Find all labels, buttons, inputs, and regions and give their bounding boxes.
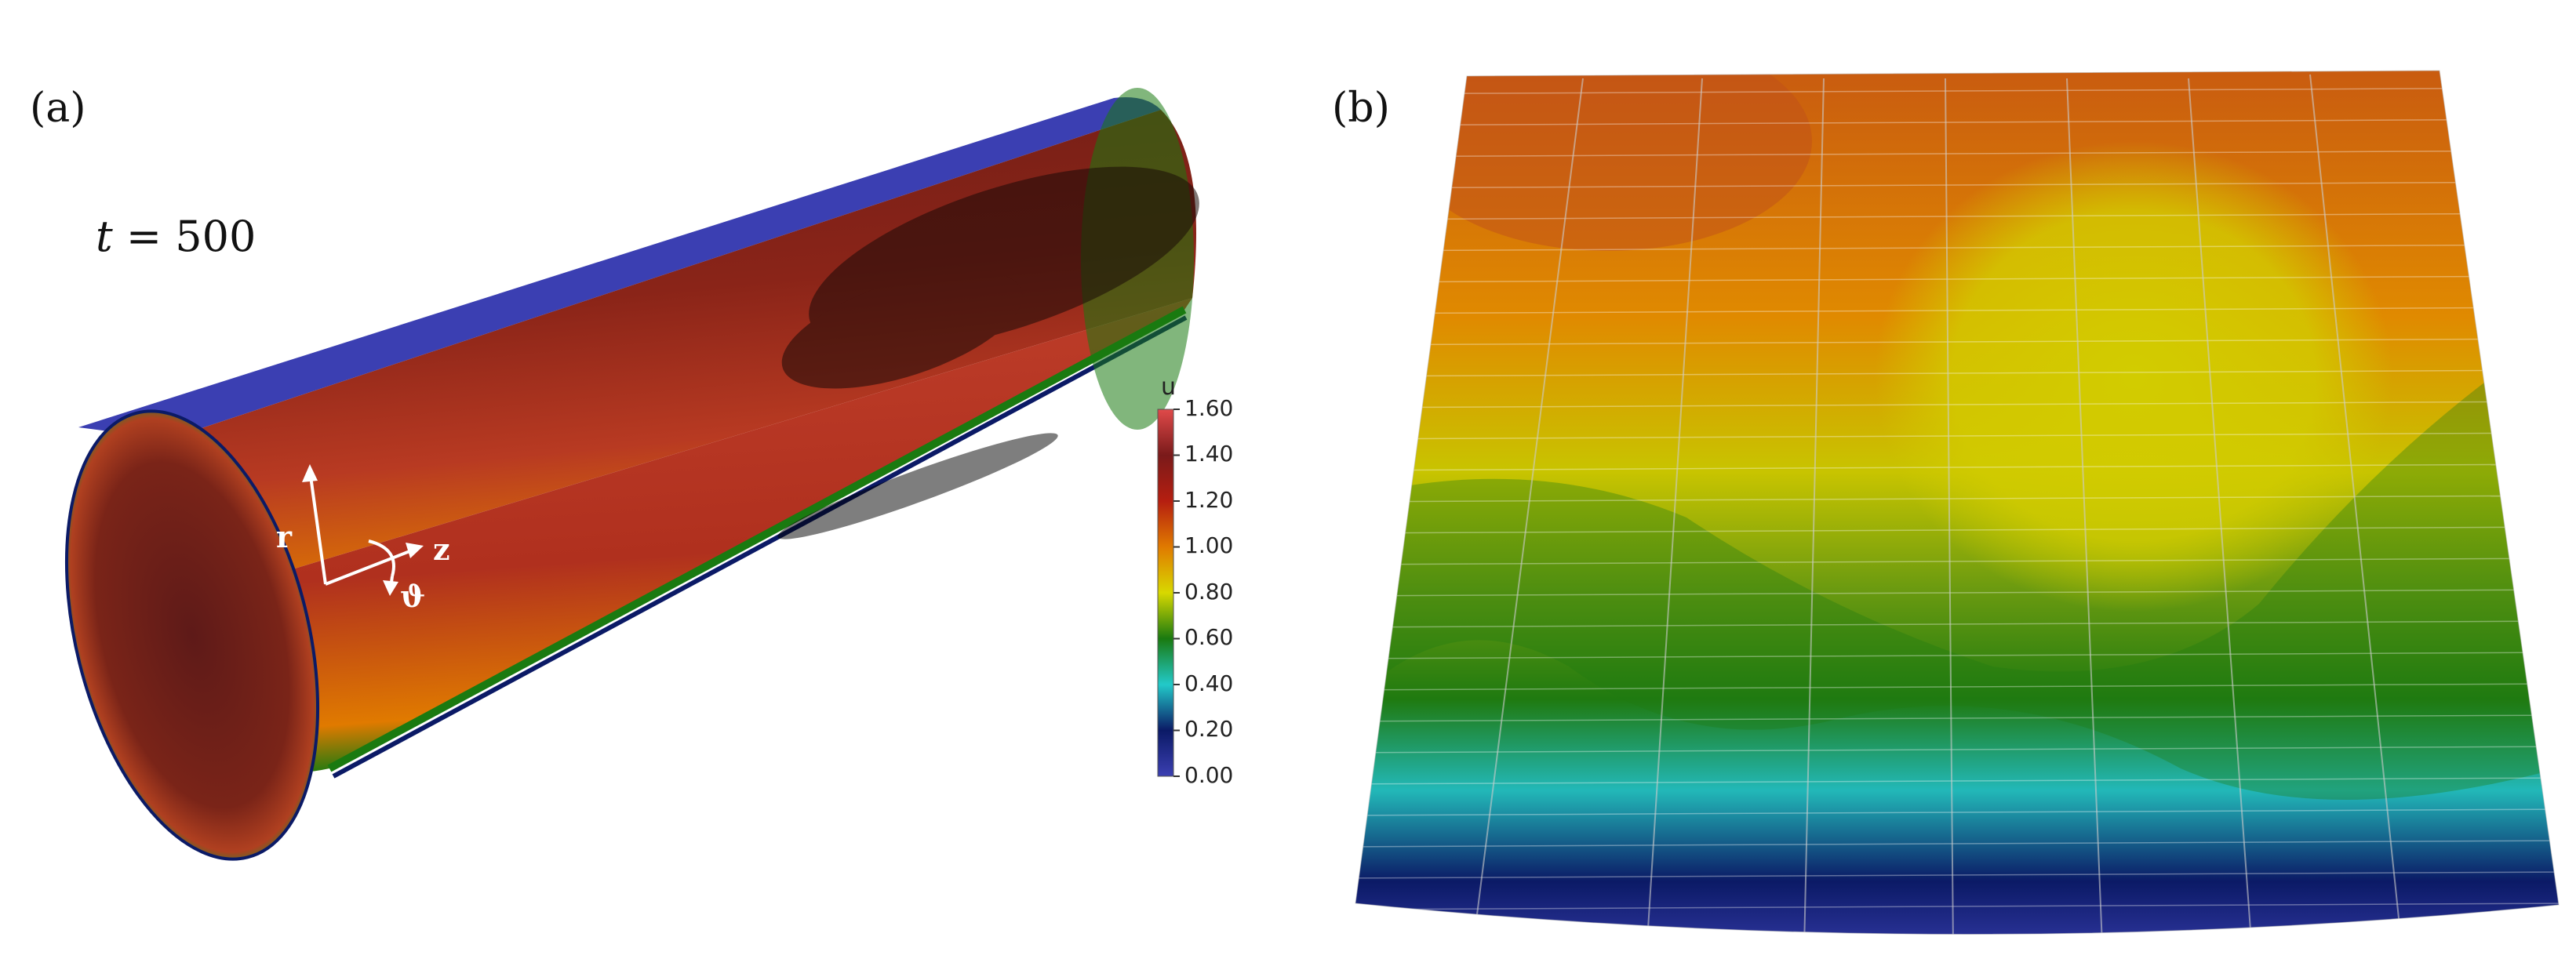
axis-label-r: r	[276, 519, 293, 554]
colorbar-tick: 1.40	[1184, 441, 1234, 467]
colorbar-tick: 0.20	[1184, 716, 1234, 742]
colorbar-tick: 1.00	[1184, 532, 1234, 558]
mesh-field	[1355, 71, 2559, 935]
pipe-rendering	[64, 88, 1199, 861]
colorbar-tick: 0.80	[1184, 579, 1234, 605]
axis-label-theta: ϑ	[400, 579, 426, 614]
colorbar-tick: 1.20	[1184, 487, 1234, 513]
time-label: t = 500	[96, 212, 256, 261]
mesh-grid	[1355, 87, 2559, 910]
colorbar-tick: 0.40	[1184, 670, 1234, 696]
colorbar-tick: 0.00	[1184, 762, 1234, 788]
colorbar-tick: 1.60	[1184, 395, 1234, 421]
colorbar-title: u	[1161, 373, 1177, 401]
colorbar	[1157, 409, 1180, 777]
time-symbol: t	[96, 212, 113, 261]
colorbar-tick: 0.60	[1184, 624, 1234, 650]
panel-b-label: (b)	[1332, 85, 1390, 132]
time-value: 500	[175, 212, 257, 261]
panel-a-label: (a)	[30, 85, 86, 132]
time-equals: =	[112, 212, 176, 261]
axis-label-z: z	[433, 532, 450, 567]
